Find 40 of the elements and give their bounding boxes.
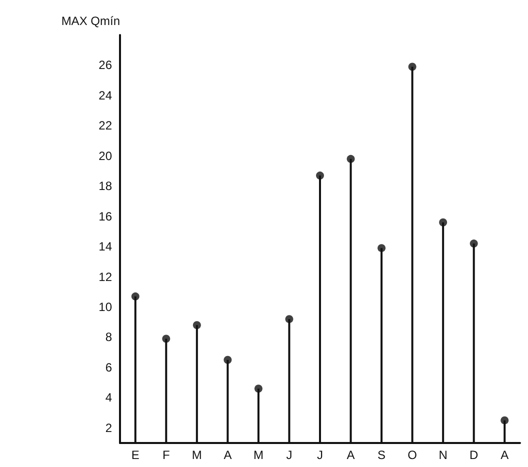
x-tick-label: M [253,448,264,462]
y-tick-label: 8 [105,330,112,344]
x-tick-label: E [131,448,140,462]
point [254,384,262,393]
x-tick-label: F [162,448,170,462]
x-tick-label: A [500,448,509,462]
point [378,244,386,252]
x-tick-label: N [438,448,448,462]
y-axis-title: MAX Qmín [61,14,120,28]
y-tick-label: 14 [98,240,112,254]
point [316,172,324,180]
point [408,62,416,71]
point [346,154,355,163]
x-tick-label: J [286,448,292,462]
y-tick-label: 12 [98,270,112,284]
y-tick-label: 6 [105,360,112,374]
y-tick-label: 18 [98,179,112,194]
y-tick-label: 26 [98,58,112,72]
y-tick-label: 16 [98,209,112,224]
y-tick-label: 22 [98,118,112,133]
point [162,334,170,343]
y-tick-label: 4 [105,390,112,405]
x-tick-label: S [378,448,386,462]
point [439,218,448,226]
point [500,416,509,424]
x-tick-label: A [346,448,355,462]
point [285,315,294,324]
point [131,292,140,300]
y-tick-label: 2 [105,420,112,435]
x-tick-label: A [224,448,232,462]
x-tick-label: O [408,448,417,462]
point [192,321,201,330]
y-tick-label: 20 [98,148,112,163]
point [224,356,232,364]
x-tick-label: M [192,448,202,462]
x-tick-label: D [470,448,479,462]
point [470,240,478,248]
y-tick-label: 24 [98,88,112,102]
x-tick-label: J [317,448,323,462]
y-tick-label: 10 [98,300,112,314]
